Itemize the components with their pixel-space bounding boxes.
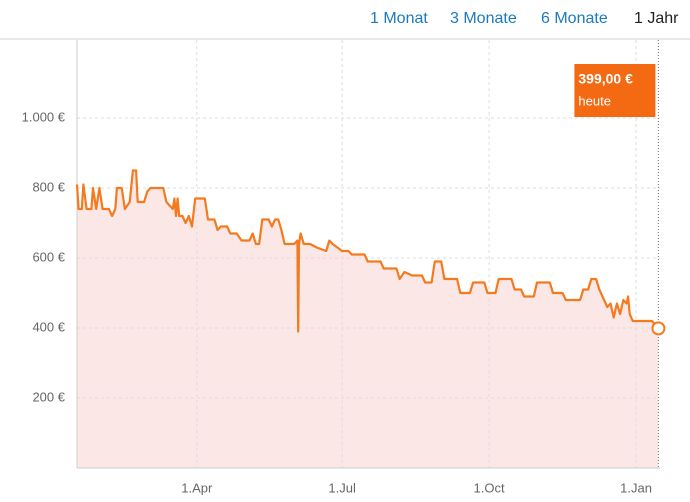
price-badge [574,64,656,117]
current-point [651,321,666,336]
x-tick-label: 1.Jan [620,480,652,495]
y-tick-label: 600 € [32,249,65,264]
price-line [75,169,660,333]
y-tick-label: 1.000 € [22,109,66,124]
badge-price: 399,00 € [578,71,633,87]
range-tab[interactable]: 6 Monate [541,10,608,27]
y-tick-label: 200 € [32,389,65,404]
range-tab[interactable]: 1 Monat [370,10,428,27]
range-tab[interactable]: 1 Jahr [634,10,679,27]
y-tick-label: 800 € [32,179,65,194]
range-tab[interactable]: 3 Monate [450,10,517,27]
x-tick-label: 1.Jul [328,480,356,495]
badge-label: heute [578,93,611,108]
y-tick-label: 400 € [32,319,65,334]
price-area [77,170,659,468]
x-tick-label: 1.Apr [181,480,213,495]
x-tick-label: 1.Oct [474,480,505,495]
